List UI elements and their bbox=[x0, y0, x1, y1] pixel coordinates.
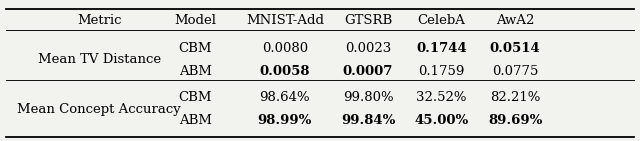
Text: ABM: ABM bbox=[179, 65, 212, 78]
Text: 0.1744: 0.1744 bbox=[416, 42, 467, 55]
Text: 99.84%: 99.84% bbox=[341, 114, 395, 127]
Text: 89.69%: 89.69% bbox=[488, 114, 542, 127]
Text: CBM: CBM bbox=[179, 92, 212, 104]
Text: 0.0058: 0.0058 bbox=[260, 65, 310, 78]
Text: CBM: CBM bbox=[179, 42, 212, 55]
Text: 0.0007: 0.0007 bbox=[343, 65, 393, 78]
Text: 99.80%: 99.80% bbox=[342, 92, 394, 104]
Text: 0.0023: 0.0023 bbox=[345, 42, 391, 55]
Text: GTSRB: GTSRB bbox=[344, 14, 392, 27]
Text: Model: Model bbox=[174, 14, 216, 27]
Text: 0.0514: 0.0514 bbox=[490, 42, 541, 55]
Text: AwA2: AwA2 bbox=[496, 14, 534, 27]
Text: Mean Concept Accuracy: Mean Concept Accuracy bbox=[17, 103, 181, 116]
Text: 32.52%: 32.52% bbox=[417, 92, 467, 104]
Text: 0.1759: 0.1759 bbox=[419, 65, 465, 78]
Text: 82.21%: 82.21% bbox=[490, 92, 540, 104]
Text: Metric: Metric bbox=[77, 14, 122, 27]
Text: 98.64%: 98.64% bbox=[259, 92, 310, 104]
Text: 0.0080: 0.0080 bbox=[262, 42, 308, 55]
Text: 98.99%: 98.99% bbox=[258, 114, 312, 127]
Text: MNIST-Add: MNIST-Add bbox=[246, 14, 324, 27]
Text: ABM: ABM bbox=[179, 114, 212, 127]
Text: 45.00%: 45.00% bbox=[415, 114, 468, 127]
Text: Mean TV Distance: Mean TV Distance bbox=[38, 53, 161, 66]
Text: 0.0775: 0.0775 bbox=[492, 65, 538, 78]
Text: CelebA: CelebA bbox=[418, 14, 465, 27]
